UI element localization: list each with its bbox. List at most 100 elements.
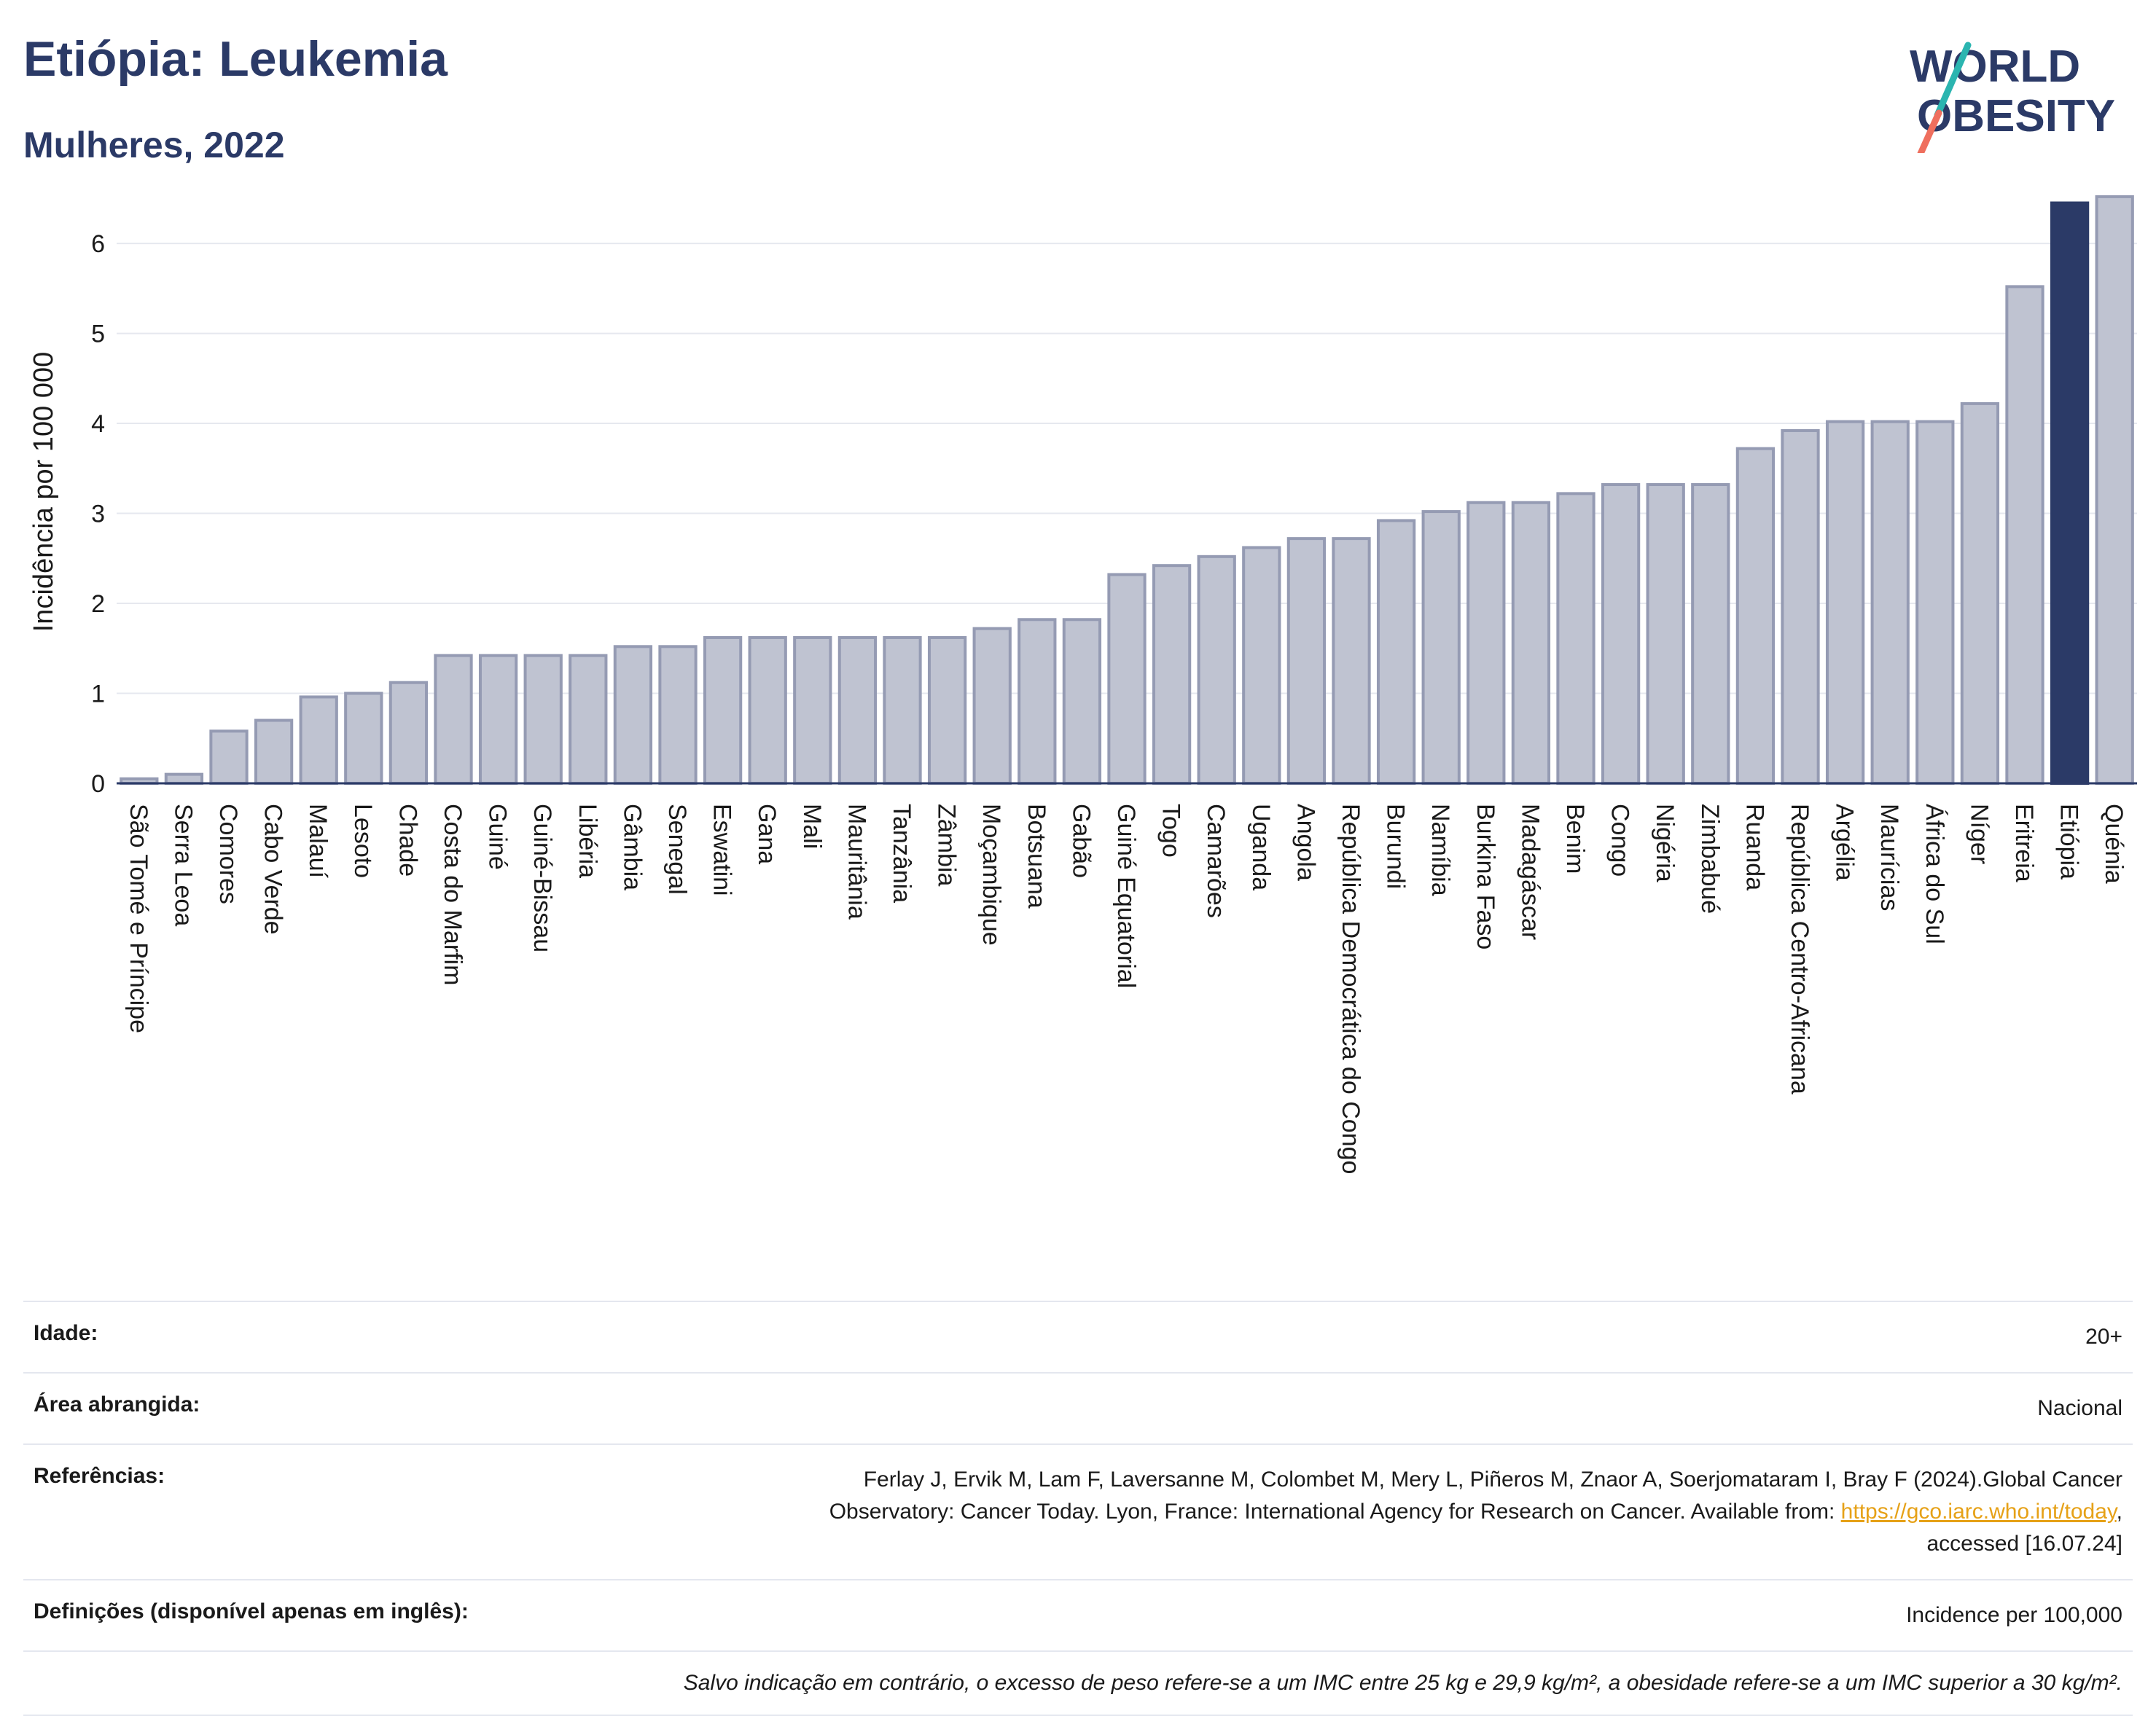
logo-text-obesity: OBESITY [1917,91,2115,141]
info-row-age: Idade: 20+ [23,1301,2133,1372]
x-tick-label: Zimbabué [1696,804,1724,914]
bar-congo[interactable] [1601,483,1641,785]
bar-tanzânia[interactable] [883,635,922,785]
x-tick-label: Quénia [2100,804,2128,884]
x-tick-label: Namíbia [1426,804,1454,896]
bar-uganda[interactable] [1242,546,1281,785]
y-tick-label: 0 [91,770,105,798]
bar-angola[interactable] [1286,537,1327,785]
info-row-footnote: Salvo indicação em contrário, o excesso … [23,1650,2133,1716]
bar-lesoto[interactable] [344,692,383,785]
references-label: Referências: [34,1464,165,1488]
bars [120,195,2134,785]
bar-cabo-verde[interactable] [254,718,294,785]
x-tick-label: Gâmbia [618,804,646,890]
logo-slash-teal [1934,42,1972,119]
y-tick-label: 5 [91,321,105,348]
x-tick-label: Congo [1606,804,1634,877]
bar-república-democrática-do-congo[interactable] [1332,537,1371,785]
bar-serra-leoa[interactable] [164,772,204,785]
bar-gabão[interactable] [1062,618,1102,785]
x-tick-label: Gabão [1067,804,1095,878]
bar-quénia[interactable] [2095,195,2134,785]
x-tick-label: Malauí [304,804,332,879]
x-tick-label: Burkina Faso [1472,804,1499,949]
bar-malauí[interactable] [299,695,338,785]
bar-zimbabué[interactable] [1691,483,1730,785]
x-tick-label: Angola [1292,804,1319,881]
bar-camarões[interactable] [1197,555,1236,785]
bar-burundi[interactable] [1376,519,1416,785]
references-line-2-end: , [2116,1500,2122,1524]
references-line-2: Observatory: Cancer Today. Lyon, France:… [829,1500,1841,1524]
age-label: Idade: [34,1321,98,1345]
bar-ruanda[interactable] [1735,447,1776,785]
x-tick-label: Camarões [1202,804,1230,918]
bar-costa-do-marfim[interactable] [434,654,473,785]
x-tick-label: Libéria [574,804,601,878]
bar-níger[interactable] [1960,401,2000,785]
x-tick-label: Maurícias [1875,804,1903,911]
bar-burkina-faso[interactable] [1466,501,1506,785]
bar-república-centro-africana[interactable] [1781,428,1820,785]
x-tick-label: Togo [1157,804,1185,858]
bar-áfrica-do-sul[interactable] [1915,420,1955,785]
bar-guiné-bissau[interactable] [523,654,563,785]
footnote: Salvo indicação em contrário, o excesso … [683,1671,2122,1695]
x-tick-label: Comores [214,804,242,904]
references-value: Ferlay J, Ervik M, Lam F, Laversanne M, … [829,1464,2122,1560]
bar-eritreia[interactable] [2005,285,2044,785]
references-line-3: accessed [16.07.24] [1926,1532,2122,1556]
bar-madagáscar[interactable] [1511,501,1551,785]
x-tick-label: Etiópia [2055,804,2083,879]
bar-nigéria[interactable] [1646,483,1685,785]
bar-gâmbia[interactable] [613,645,653,785]
x-tick-label: Senegal [663,804,691,895]
bar-gana[interactable] [748,635,787,785]
area-value: Nacional [2037,1396,2122,1420]
x-tick-label: Benim [1561,804,1589,874]
bar-libéria[interactable] [569,654,608,785]
bar-guiné-equatorial[interactable] [1107,573,1147,785]
bar-etiópia[interactable] [2050,201,2090,785]
x-tick-label: Ruanda [1741,804,1768,890]
x-tick-label: Lesoto [349,804,377,878]
x-tick-label: Cabo Verde [259,804,287,935]
y-tick-label: 3 [91,501,105,528]
bar-togo[interactable] [1152,564,1192,785]
bar-maurícias[interactable] [1870,420,1910,785]
bar-mauritânia[interactable] [837,635,878,785]
bar-namíbia[interactable] [1421,510,1461,785]
bar-chade[interactable] [388,681,429,785]
references-link[interactable]: https://gco.iarc.who.int/today [1840,1500,2117,1524]
x-tick-label: Madagáscar [1516,804,1544,940]
bar-benim[interactable] [1556,492,1595,785]
y-tick-label: 1 [91,681,105,708]
x-tick-label: Costa do Marfim [439,804,466,985]
y-tick-label: 4 [91,410,105,438]
bar-zâmbia[interactable] [927,635,967,785]
definitions-value: Incidence per 100,000 [1906,1603,2122,1627]
bar-argélia[interactable] [1825,420,1865,785]
bar-botsuana[interactable] [1018,618,1057,785]
bar-guiné[interactable] [478,654,518,785]
bar-chart: 0 1 2 3 4 5 6 São Tomé e Príncipe Serra Leoa Com… [28,195,2137,1174]
x-tick-label: Guiné-Bissau [528,804,556,952]
page-subtitle: Mulheres, 2022 [23,125,285,165]
world-obesity-logo: WORLD OBESITY [1910,42,2115,153]
info-row-references: Referências: Ferlay J, Ervik M, Lam F, L… [23,1443,2133,1579]
age-value: 20+ [2085,1325,2122,1349]
x-tick-label: Guiné Equatorial [1112,804,1140,988]
logo-text-world: WORLD [1910,42,2080,92]
bar-comores[interactable] [209,729,249,785]
x-tick-label: Nigéria [1651,804,1679,882]
bar-eswatini[interactable] [703,635,743,785]
bar-senegal[interactable] [658,645,698,785]
page-title: Etiópia: Leukemia [23,31,448,87]
x-tick-label: Argélia [1831,804,1859,881]
logo-slash-coral [1917,109,1942,153]
bar-moçambique[interactable] [972,627,1012,785]
x-tick-label: Moçambique [977,804,1005,946]
bar-mali[interactable] [793,635,832,785]
x-tick-labels: São Tomé e Príncipe Serra Leoa Comores Cabo… [125,804,2128,1174]
